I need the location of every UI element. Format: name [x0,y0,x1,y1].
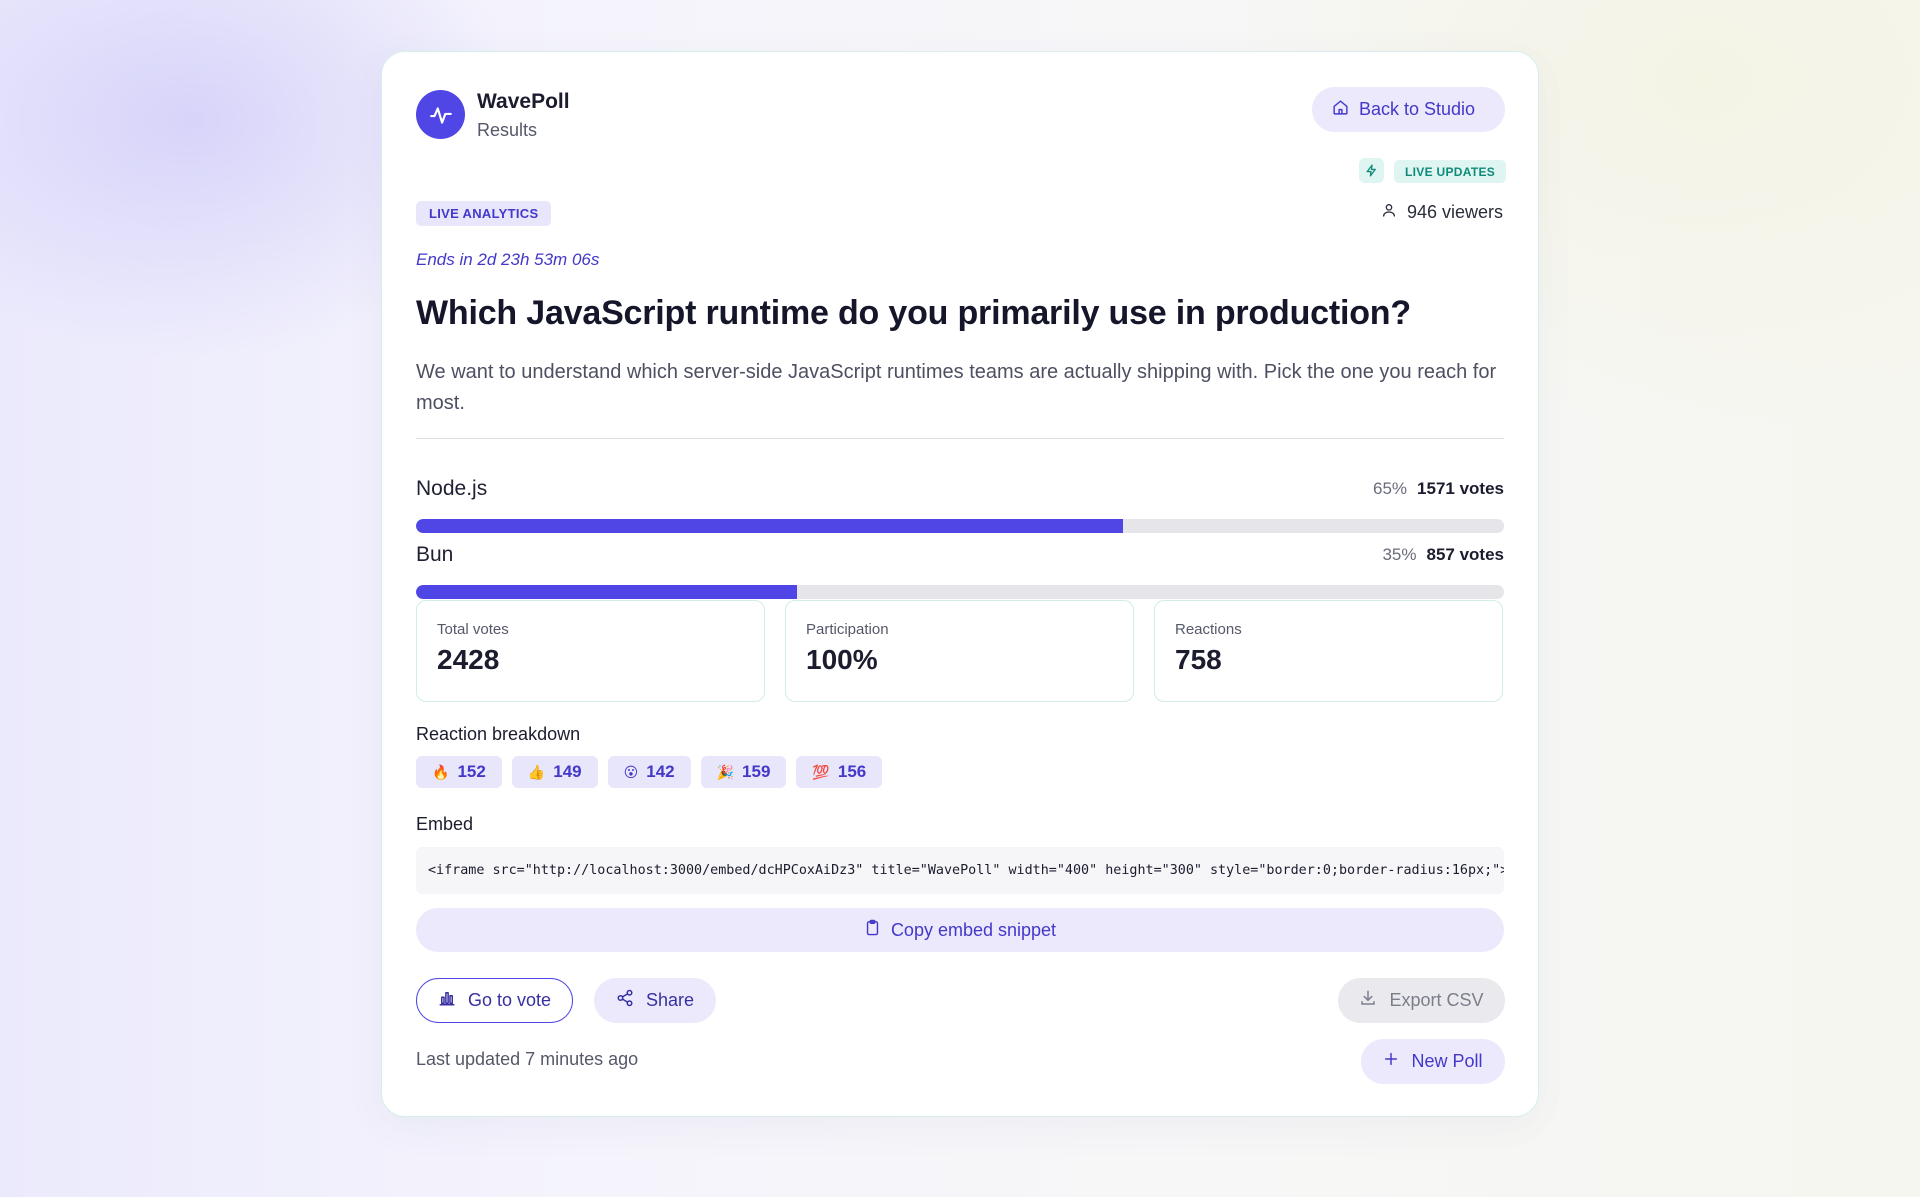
brand-subtitle: Results [477,120,538,140]
reaction-emoji: 🔥 [432,763,450,780]
countdown: Ends in 2d 23h 53m 06s [416,250,600,269]
embed-title: Embed [416,814,474,834]
option-label: Bun [416,543,454,566]
stat-value: 100% [806,644,878,675]
plus-icon [1383,1051,1399,1072]
bolt-icon [1359,158,1384,183]
stat-label: Total votes [437,621,509,638]
embed-code-field[interactable]: <iframe src="http://localhost:3000/embed… [416,847,1504,894]
live-analytics-badge: LIVE ANALYTICS [416,201,552,226]
reaction-chip[interactable]: 👍 149 [511,756,598,788]
stat-card-total-votes: Total votes 2428 [416,600,765,702]
reaction-count: 142 [646,762,675,781]
progress-track [416,519,1504,533]
reaction-emoji: 👍 [527,763,546,780]
clipboard-icon [864,919,881,941]
reaction-chip[interactable]: 😮 142 [607,756,691,788]
export-csv-button[interactable]: Export CSV [1338,978,1505,1023]
reaction-list: 🔥 152 👍 149 😮 142 🎉 159 💯 156 [416,756,883,788]
option-percent: 35% [1382,545,1417,564]
export-csv-label: Export CSV [1389,990,1484,1010]
reaction-chip[interactable]: 💯 156 [796,756,883,788]
reaction-emoji: 🎉 [716,763,735,780]
results-card: WavePoll Results Back to Studio LIVE UPD… [381,51,1539,1117]
stat-value: 2428 [437,644,500,675]
stat-card-participation: Participation 100% [785,600,1134,702]
reaction-count: 156 [837,762,867,781]
stat-card-reactions: Reactions 758 [1154,600,1503,702]
stat-label: Reactions [1175,621,1242,638]
bar-chart-icon [438,989,456,1012]
back-to-studio-label: Back to Studio [1359,99,1476,119]
new-poll-label: New Poll [1411,1051,1483,1071]
progress-fill [416,519,1124,533]
divider [416,438,1504,439]
share-icon [616,989,634,1012]
stat-label: Participation [806,621,889,638]
back-to-studio-button[interactable]: Back to Studio [1312,87,1505,132]
reaction-breakdown-title: Reaction breakdown [416,724,581,744]
share-label: Share [645,990,695,1010]
stat-value: 758 [1175,644,1222,675]
option-votes: 857 votes [1426,545,1505,564]
user-icon [1381,202,1397,223]
reaction-emoji: 💯 [812,763,830,780]
reaction-chip[interactable]: 🔥 152 [416,756,502,788]
poll-description: We want to understand which server-side … [416,361,1497,414]
copy-embed-label: Copy embed snippet [890,919,1057,940]
option-percent: 65% [1373,479,1408,498]
viewers-text: 946 viewers [1406,202,1503,222]
option-result: Node.js 65% 1571 votes [416,476,1504,533]
option-result: Bun 35% 857 votes [416,542,1504,599]
poll-question: Which JavaScript runtime do you primaril… [416,294,1411,332]
reaction-count: 152 [457,762,486,781]
new-poll-button[interactable]: New Poll [1361,1039,1505,1084]
progress-fill [416,585,797,599]
go-to-vote-button[interactable]: Go to vote [416,978,573,1023]
reaction-count: 149 [553,762,582,781]
go-to-vote-label: Go to vote [467,990,552,1010]
reaction-emoji: 😮 [623,763,639,780]
option-votes: 1571 votes [1417,479,1504,498]
wave-icon [416,90,465,139]
last-updated-text: Last updated 7 minutes ago [416,1049,639,1069]
share-button[interactable]: Share [594,978,716,1023]
reaction-chip[interactable]: 🎉 159 [700,756,787,788]
reaction-count: 159 [742,762,771,781]
live-updates-badge: LIVE UPDATES [1394,160,1507,183]
progress-track [416,585,1504,599]
viewers-count: 946 viewers [1381,202,1503,223]
option-label: Node.js [416,477,488,500]
download-icon [1359,989,1377,1012]
brand-name: WavePoll [477,90,570,113]
home-icon [1332,99,1349,121]
copy-embed-button[interactable]: Copy embed snippet [416,908,1504,952]
